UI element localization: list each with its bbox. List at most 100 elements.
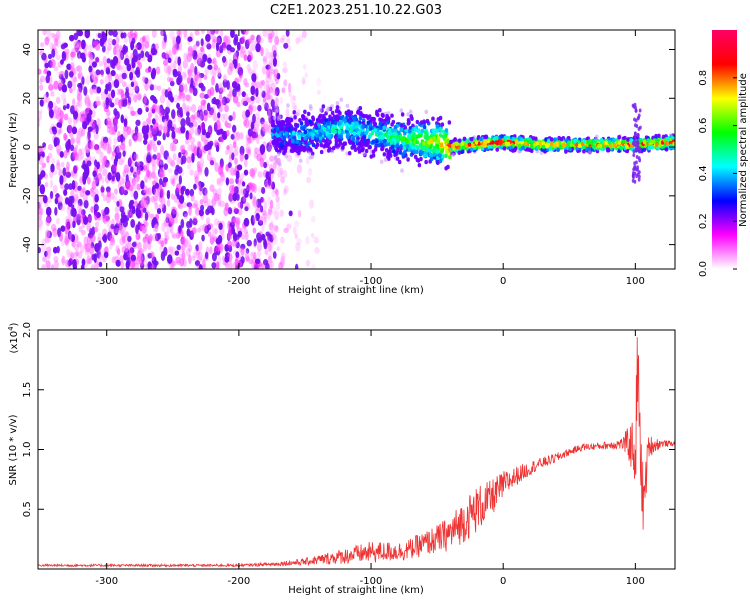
heatmap-cell [263, 161, 268, 169]
heatmap-cell [87, 51, 93, 58]
heatmap-cell [424, 159, 428, 165]
heatmap-cell [89, 51, 95, 60]
heatmap-cell [81, 264, 85, 269]
heatmap-cell [268, 37, 273, 43]
heatmap-cell [102, 194, 107, 202]
heatmap-cell [183, 52, 189, 61]
heatmap-cell [199, 92, 205, 99]
heatmap-cell [187, 65, 193, 76]
heatmap-cell [101, 45, 106, 53]
heatmap-cell [219, 99, 224, 107]
heatmap-cell [194, 30, 200, 36]
heatmap-cell [114, 212, 120, 222]
heatmap-cell [114, 123, 118, 133]
heatmap-cell [62, 105, 67, 111]
heatmap-cell [301, 75, 306, 86]
heatmap-cell [106, 58, 111, 64]
heatmap-cell [205, 33, 211, 42]
heatmap-cell [179, 253, 184, 263]
heatmap-cell [90, 264, 95, 269]
heatmap-cell [200, 30, 205, 34]
heatmap-cell [111, 150, 117, 157]
heatmap-cell [246, 97, 252, 103]
heatmap-cell [181, 148, 186, 155]
heatmap-cell [85, 243, 91, 253]
heatmap-cell [255, 258, 261, 265]
heatmap-cell [243, 217, 250, 227]
heatmap-cell [226, 44, 232, 51]
heatmap-cell [203, 200, 209, 207]
heatmap-cell [240, 233, 245, 240]
heatmap-cell [177, 56, 181, 66]
heatmap-cell [170, 159, 176, 167]
heatmap-cell [263, 201, 268, 210]
heatmap-cell [313, 236, 319, 244]
heatmap-cell [227, 207, 233, 215]
heatmap-cell [70, 136, 75, 144]
heatmap-cell [270, 99, 276, 108]
heatmap-cell [209, 124, 213, 134]
heatmap-cell [70, 51, 76, 58]
heatmap-cell [158, 203, 164, 209]
heatmap-cell [74, 195, 79, 203]
heatmap-cell [250, 44, 256, 52]
heatmap-cell [193, 170, 200, 179]
heatmap-cell [169, 62, 174, 72]
heatmap-cell [136, 93, 142, 101]
heatmap-cell [195, 203, 201, 213]
heatmap-cell [108, 30, 114, 36]
heatmap-cell [316, 77, 322, 87]
heatmap-cell [244, 118, 250, 128]
heatmap-cell [86, 112, 92, 123]
heatmap-cell [69, 62, 75, 70]
heatmap-cell [165, 51, 169, 59]
heatmap-cell [212, 57, 217, 65]
heatmap-cell [210, 198, 217, 206]
heatmap-cell [90, 241, 95, 249]
heatmap-cell [230, 133, 235, 140]
heatmap-cell [76, 39, 82, 46]
heatmap-cell [232, 58, 238, 65]
heatmap-cell [48, 84, 54, 91]
heatmap-cell [135, 232, 141, 241]
heatmap-cell [105, 67, 111, 75]
heatmap-cell [151, 158, 156, 167]
heatmap-cell [436, 117, 441, 122]
heatmap-cell [147, 66, 152, 73]
heatmap-cell [270, 260, 275, 268]
heatmap-cell [149, 141, 154, 150]
heatmap-cell [57, 201, 63, 211]
heatmap-cell [120, 133, 124, 143]
heatmap-cell [87, 51, 93, 58]
heatmap-cell [287, 82, 292, 93]
heatmap-cell [249, 252, 254, 259]
heatmap-cell [136, 183, 141, 191]
heatmap-cell [223, 73, 228, 83]
heatmap-cell [46, 70, 52, 77]
heatmap-cell [74, 144, 79, 151]
heatmap-cell [142, 36, 146, 47]
heatmap-cell [53, 246, 58, 254]
heatmap-cell [242, 100, 249, 107]
heatmap-cell [170, 193, 175, 200]
heatmap-cell [233, 136, 237, 145]
heatmap-cell [72, 48, 77, 54]
heatmap-cell [192, 144, 197, 150]
heatmap-cell [186, 228, 191, 237]
heatmap-cell [232, 95, 239, 104]
heatmap-cell [141, 35, 146, 43]
heatmap-cell [164, 231, 168, 238]
heatmap-cell [251, 132, 257, 141]
heatmap-cell [190, 194, 195, 202]
heatmap-cell [219, 158, 224, 169]
heatmap-cell [266, 211, 271, 221]
heatmap-cell [50, 32, 56, 38]
heatmap-cell [104, 206, 110, 215]
heatmap-cell [267, 106, 272, 117]
heatmap-cell [144, 233, 149, 239]
heatmap-cell [130, 81, 135, 88]
heatmap-cell [76, 130, 82, 140]
heatmap-cell [240, 247, 245, 256]
heatmap-cell [140, 262, 145, 269]
heatmap-cell [116, 200, 120, 207]
